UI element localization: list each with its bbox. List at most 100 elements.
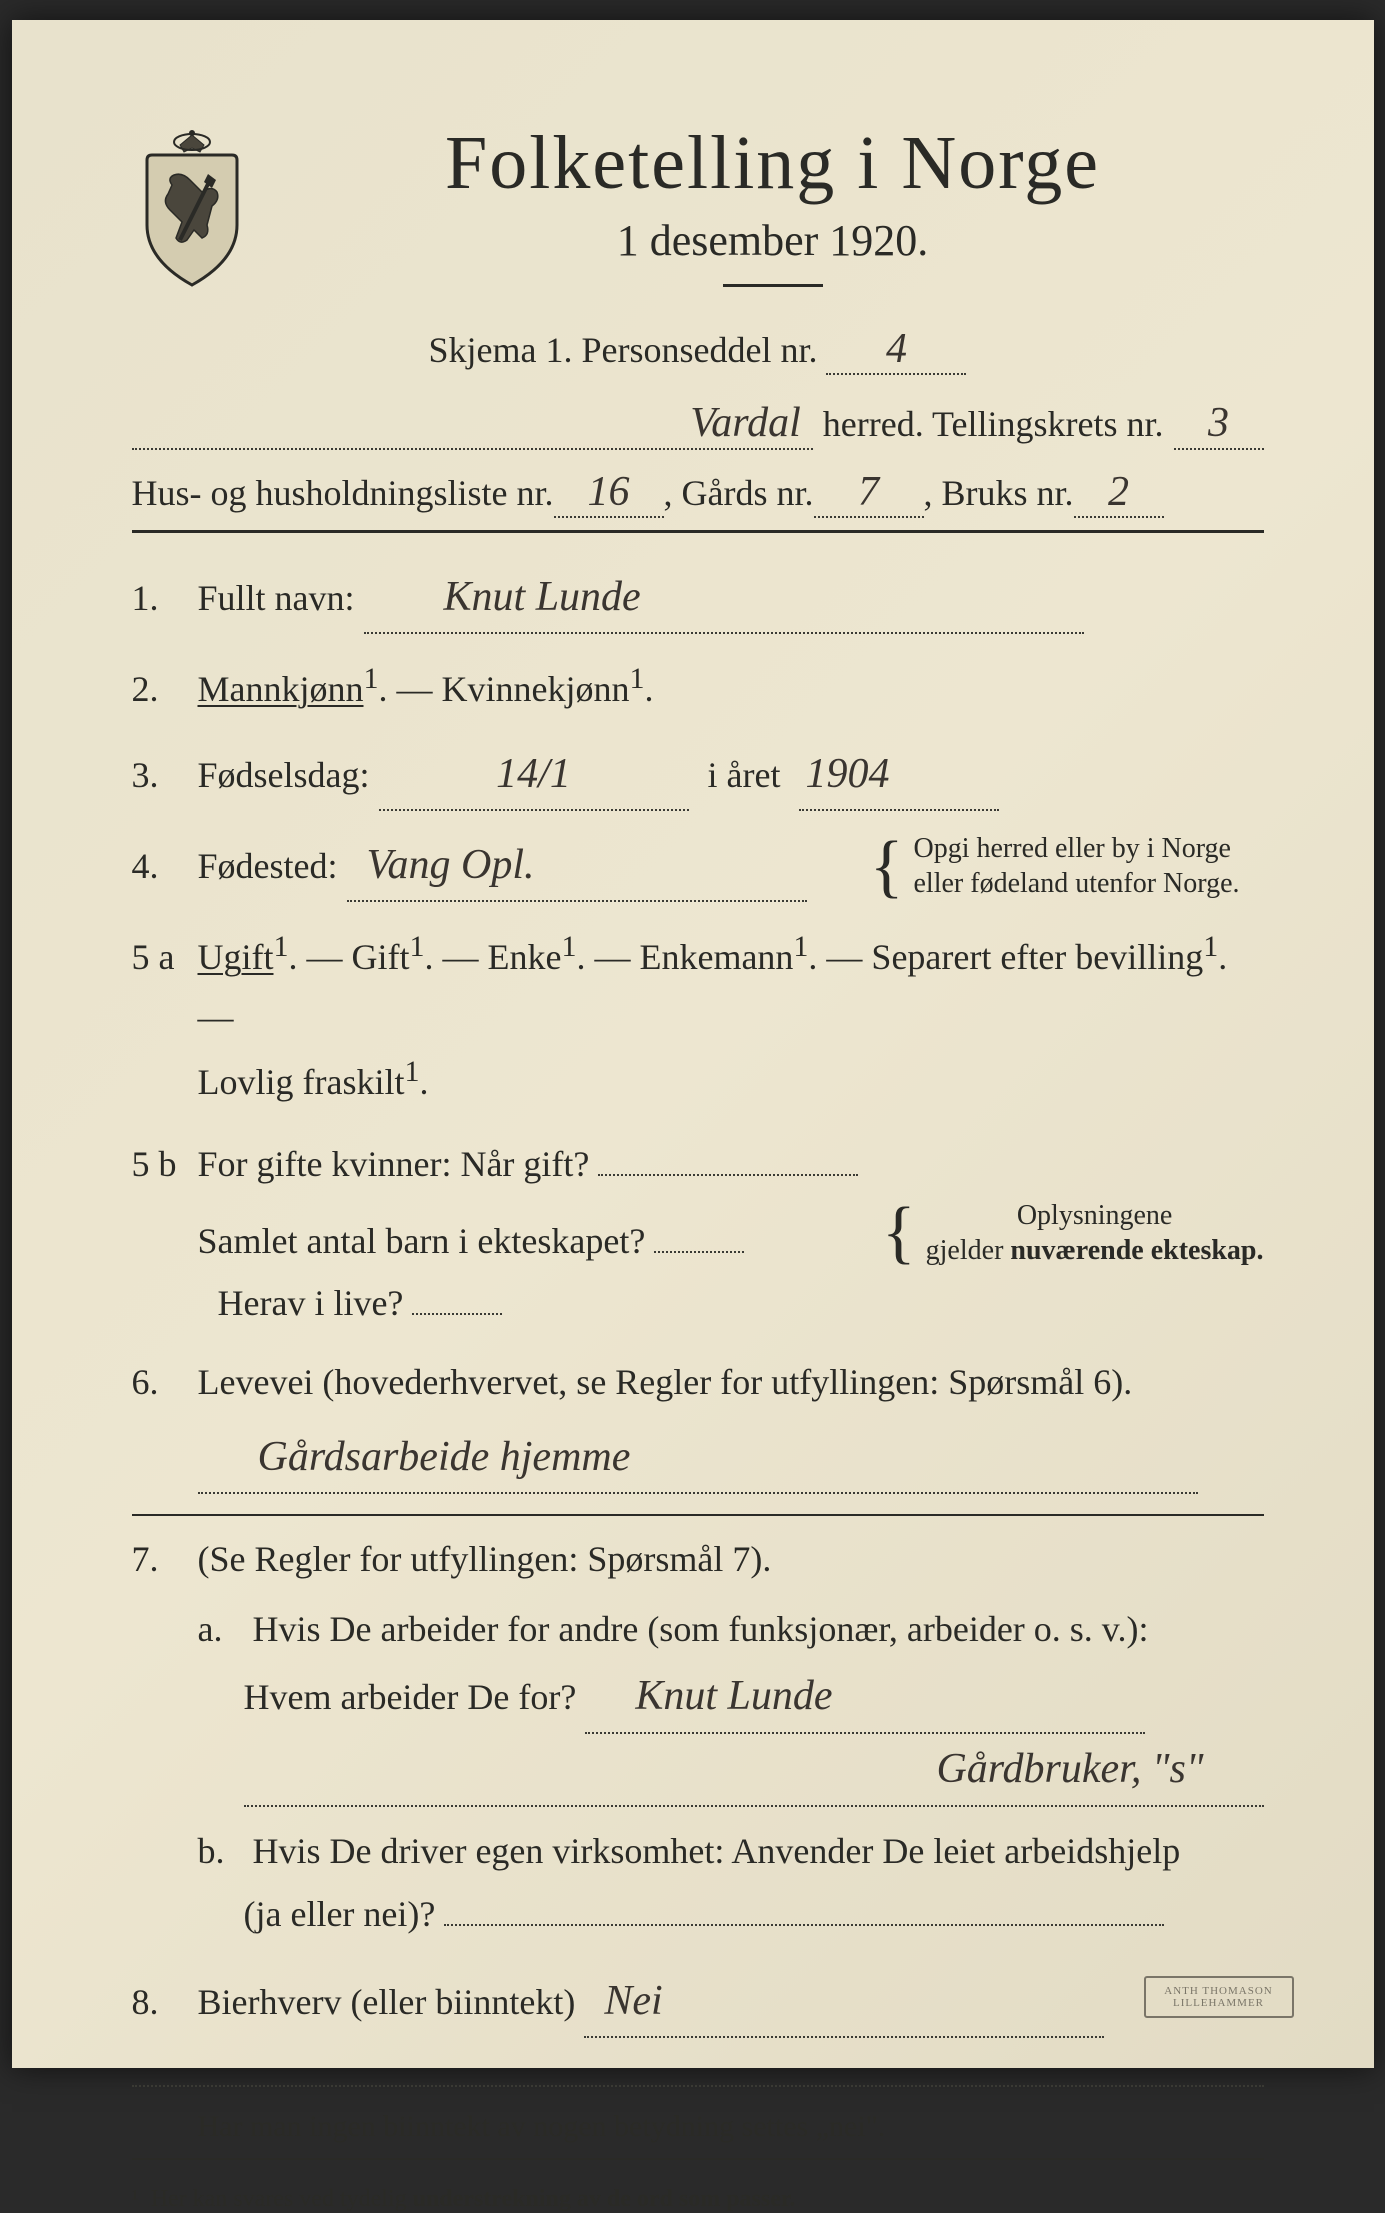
q6-num: 6.	[132, 1353, 198, 1412]
personseddel-nr: 4	[826, 325, 966, 375]
title-block: Folketelling i Norge 1 desember 1920.	[282, 120, 1264, 315]
q7a-val1: Knut Lunde	[585, 1661, 1145, 1734]
q5a-gift: Gift	[352, 937, 410, 977]
q6-rule	[132, 1514, 1264, 1516]
q2-kvinne: Kvinnekjønn	[442, 669, 630, 709]
q4-row: 4. Fødested: Vang Opl. { Opgi herred ell…	[132, 831, 1264, 902]
subtitle: 1 desember 1920.	[282, 215, 1264, 266]
q5a-enkemann: Enkemann	[639, 937, 793, 977]
q2-sup2: 1	[629, 662, 644, 695]
q5b-live	[412, 1272, 502, 1315]
q1-row: 1. Fullt navn: Knut Lunde	[132, 563, 1264, 634]
sup: 1	[410, 930, 425, 963]
q2-row: 2. Mannkjønn1. — Kvinnekjønn1.	[132, 654, 1264, 719]
q7-label: (Se Regler for utfyllingen: Spørsmål 7).	[198, 1539, 772, 1579]
q1-value: Knut Lunde	[364, 563, 1084, 634]
gards-nr: 7	[814, 468, 924, 518]
q7a-label: Hvis De arbeider for andre (som funksjon…	[253, 1609, 1149, 1649]
q2-sup1: 1	[364, 662, 379, 695]
sup: 1	[274, 930, 289, 963]
brace-icon: {	[882, 1208, 916, 1257]
q5b-note: Oplysningene gjelder nuværende ekteskap.	[926, 1198, 1264, 1268]
gards-label: , Gårds nr.	[664, 472, 814, 514]
q7b-letter: b.	[198, 1821, 244, 1882]
q8-value: Nei	[584, 1967, 1104, 2038]
herred-name: Vardal	[132, 399, 813, 449]
q5a-separert: Separert efter bevilling	[871, 937, 1203, 977]
q4-label: Fødested:	[198, 846, 338, 886]
footnote: ¹ Her kan svares ved tydelig understrekn…	[132, 2186, 1264, 2213]
q4-value: Vang Opl.	[347, 831, 807, 902]
q3-row: 3. Fødselsdag: 14/1 i året 1904	[132, 740, 1264, 811]
husliste-nr: 16	[554, 468, 664, 518]
sup: 1	[404, 1055, 419, 1088]
q8-num: 8.	[132, 1973, 198, 2032]
q4-note-block: { Opgi herred eller by i Norge eller fød…	[870, 831, 1264, 901]
q1-num: 1.	[132, 569, 198, 628]
q4-num: 4.	[132, 837, 198, 896]
q6-row: 6. Levevei (hovederhvervet, se Regler fo…	[132, 1353, 1264, 1494]
q5b-line2a: Samlet antal barn i ekteskapet?	[198, 1221, 646, 1261]
title-divider	[723, 284, 823, 287]
q7a-sub: Hvem arbeider De for?	[244, 1677, 577, 1717]
q3-mid: i året	[708, 755, 781, 795]
q7b-label: Hvis De driver egen virksomhet: Anvender…	[253, 1831, 1181, 1871]
q3-num: 3.	[132, 746, 198, 805]
q8-label: Bierhverv (eller biinntekt)	[198, 1982, 576, 2022]
sup: 1	[1203, 930, 1218, 963]
q6-label: Levevei (hovederhvervet, se Regler for u…	[198, 1362, 1133, 1402]
q5b-gift-year	[598, 1133, 858, 1176]
sup: 1	[561, 930, 576, 963]
bruks-nr: 2	[1074, 468, 1164, 518]
tellingskrets-nr: 3	[1174, 399, 1264, 449]
blank-line	[132, 2068, 1264, 2087]
q5b-note-block: { Oplysningene gjelder nuværende ekteska…	[882, 1198, 1263, 1268]
q5a-row: 5 a Ugift1. — Gift1. — Enke1. — Enkemann…	[132, 922, 1264, 1112]
q7a-val2: Gårdbruker, "s"	[244, 1734, 1264, 1807]
coat-of-arms-icon	[132, 130, 252, 290]
q5a-fraskilt: Lovlig fraskilt	[198, 1062, 405, 1102]
hus-line: Hus- og husholdningsliste nr. 16 , Gårds…	[132, 468, 1264, 518]
q7b-val	[444, 1883, 1164, 1926]
q5b-line2b: Herav i live?	[218, 1283, 404, 1323]
q2-mann: Mannkjønn	[198, 669, 364, 709]
footer-note: Har man ingen biinntekt av nogen betydni…	[198, 2110, 1264, 2144]
stamp-line1: ANTH THOMASON	[1164, 1985, 1272, 1997]
q7-num: 7.	[132, 1530, 198, 1589]
q5b-note2: gjelder nuværende ekteskap.	[926, 1235, 1264, 1266]
q4-note: Opgi herred eller by i Norge eller fødel…	[914, 831, 1264, 901]
q5b-note1: Oplysningene	[1017, 1200, 1173, 1231]
q7b-block: b. Hvis De driver egen virksomhet: Anven…	[198, 1821, 1264, 1945]
stamp-line2: LILLEHAMMER	[1173, 1997, 1264, 2009]
q7-row: 7. (Se Regler for utfyllingen: Spørsmål …	[132, 1530, 1264, 1589]
printer-stamp: ANTH THOMASON LILLEHAMMER	[1144, 1976, 1294, 2018]
herred-label: herred. Tellingskrets nr.	[823, 403, 1164, 445]
q5a-ugift: Ugift	[198, 937, 274, 977]
brace-icon: {	[870, 842, 904, 891]
q5a-num: 5 a	[132, 928, 198, 987]
bruks-label: , Bruks nr.	[924, 472, 1074, 514]
census-form-page: Folketelling i Norge 1 desember 1920. Sk…	[12, 20, 1374, 2068]
footnote-rule	[132, 2158, 1264, 2160]
husliste-label: Hus- og husholdningsliste nr.	[132, 472, 554, 514]
q3-year: 1904	[799, 740, 999, 811]
q5b-line1: For gifte kvinner: Når gift?	[198, 1144, 590, 1184]
q7a-block: a. Hvis De arbeider for andre (som funks…	[198, 1599, 1264, 1807]
q8-row: 8. Bierhverv (eller biinntekt) Nei	[132, 1967, 1264, 2038]
q5b-num: 5 b	[132, 1135, 198, 1194]
q7a-letter: a.	[198, 1599, 244, 1660]
sup: 1	[793, 930, 808, 963]
header: Folketelling i Norge 1 desember 1920.	[132, 120, 1264, 315]
q3-label: Fødselsdag:	[198, 755, 370, 795]
q5a-enke: Enke	[488, 937, 562, 977]
q5b-barn	[654, 1210, 744, 1253]
main-title: Folketelling i Norge	[282, 120, 1264, 207]
herred-line: Vardal herred. Tellingskrets nr. 3	[132, 399, 1264, 449]
header-rule	[132, 530, 1264, 533]
q3-day: 14/1	[379, 740, 689, 811]
q2-num: 2.	[132, 660, 198, 719]
schema-line: Skjema 1. Personseddel nr. 4	[132, 325, 1264, 375]
q5b-row: 5 b For gifte kvinner: Når gift? Samlet …	[132, 1133, 1264, 1334]
q7b-sub: (ja eller nei)?	[244, 1894, 436, 1934]
schema-label: Skjema 1. Personseddel nr.	[429, 330, 818, 370]
